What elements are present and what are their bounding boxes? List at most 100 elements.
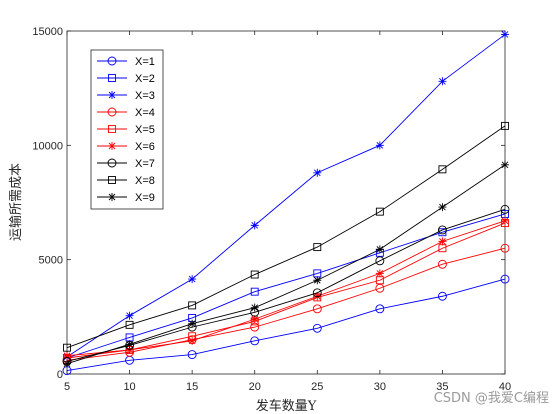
data-point [188,275,197,284]
y-axis-label: 运输所需成本 [8,163,24,241]
data-point [63,343,71,352]
data-point [375,269,384,278]
legend-label: X=5 [135,124,155,136]
data-point [187,350,197,360]
series-line [66,247,506,361]
y-tick-label: 10000 [32,140,63,152]
data-point [437,225,447,235]
y-tick-label: 5000 [39,255,63,267]
data-point [188,301,197,310]
series-line [66,213,506,359]
data-point [375,283,385,293]
data-point [375,207,384,216]
legend-label: X=9 [135,192,155,204]
series-x-6 [63,216,509,360]
data-point [438,203,447,212]
data-point [125,320,134,329]
legend-label: X=7 [135,158,155,170]
data-point [188,336,197,345]
legend-box [90,49,164,210]
legend-label: X=1 [135,56,155,68]
data-point [501,216,509,225]
data-point [250,315,259,324]
data-point [312,288,322,298]
data-point [250,221,259,230]
data-point [313,243,322,252]
data-point [250,287,259,296]
legend-marker [108,176,116,184]
legend-marker [108,193,116,201]
series-x-4 [62,243,510,365]
y-tick-label: 0 [57,369,63,381]
data-point [188,319,197,328]
data-point [125,340,134,349]
legend-item: X=2 [97,73,155,85]
series-layer [62,30,510,376]
data-point [313,276,322,285]
x-tick-label: 15 [186,381,198,393]
x-tick-label: 10 [123,381,135,393]
data-point [375,256,385,266]
x-tick-label: 20 [249,381,261,393]
data-point [313,292,322,301]
data-point [63,359,71,368]
data-point [312,304,322,314]
legend-label: X=6 [135,141,155,153]
legend-marker [107,56,117,66]
data-point [250,270,259,279]
axes: 5 10 15 20 25 30 35 40 0 5000 10000 15000 [32,26,511,393]
legend-item: X=9 [97,192,155,204]
data-point [313,168,322,177]
data-point [437,291,447,301]
legend-label: X=3 [135,90,155,102]
data-point [438,237,447,246]
y-tick-label: 15000 [32,26,63,38]
x-axis-label: 发车数量Y [256,398,317,414]
legend-item: X=8 [97,175,155,187]
data-point [438,77,447,86]
data-point [375,304,385,314]
legend-marker [107,158,117,168]
legend-marker [108,142,116,150]
legend-item: X=1 [97,56,155,68]
data-point [438,165,447,174]
legend-marker [108,125,116,133]
series-line [66,278,506,372]
data-point [375,245,384,254]
data-point [312,323,322,333]
data-point [500,243,510,253]
data-point [63,351,71,360]
series-line [66,164,506,365]
legend-item: X=7 [97,158,155,170]
series-x-8 [63,121,509,352]
data-point [501,30,509,39]
legend-marker [108,91,116,99]
legend-marker [108,74,116,82]
series-line [66,222,506,359]
data-point [375,141,384,150]
x-tick-label: 35 [436,381,448,393]
legend-item: X=4 [97,107,155,119]
series-x-9 [63,160,509,368]
legend-item: X=3 [97,90,155,102]
watermark: CSDN @我爱C编程 [434,391,549,406]
x-tick-label: 5 [64,381,70,393]
data-point [500,204,510,214]
data-point [250,322,260,332]
data-point [250,303,259,312]
legend-label: X=4 [135,107,155,119]
legend-item: X=6 [97,141,155,153]
series-line [66,34,506,358]
series-line [66,208,506,362]
x-tick-label: 30 [374,381,386,393]
data-point [501,160,509,169]
series-line [66,220,506,357]
data-point [250,336,260,346]
x-tick-label: 40 [499,381,511,393]
data-point [125,345,134,354]
legend-marker [107,107,117,117]
data-point [125,311,134,320]
series-line [66,125,506,349]
data-point [501,121,509,130]
data-point [500,274,510,284]
